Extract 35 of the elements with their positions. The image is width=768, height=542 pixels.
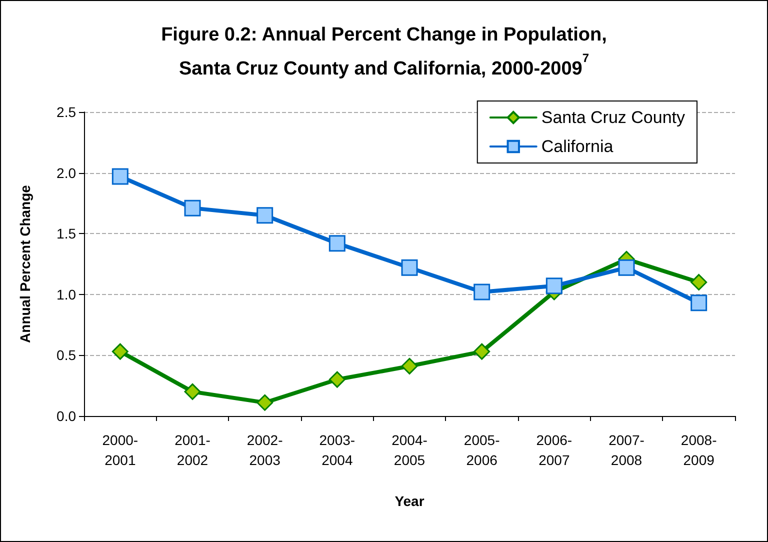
- x-tick-label: 2008-2009: [680, 432, 718, 468]
- x-tick-label: 2007-2008: [608, 432, 645, 468]
- point: [112, 343, 128, 360]
- point: [690, 274, 708, 290]
- y-tick-label: 0.0: [56, 408, 76, 424]
- y-tick-label: 1.5: [56, 226, 76, 242]
- point: [328, 371, 346, 388]
- point: [184, 200, 201, 216]
- point: [474, 284, 490, 300]
- x-tick-label: 2003-2004: [319, 432, 356, 468]
- x-tick-label: 2005-2006: [464, 432, 500, 468]
- x-tick-label: 2002-2003: [246, 432, 284, 468]
- legend-label: Santa Cruz County: [541, 108, 686, 127]
- y-tick-label: 0.5: [56, 347, 76, 364]
- legend-label: California: [541, 137, 614, 156]
- y-axis-title: Annual Percent Change: [17, 184, 33, 343]
- point: [474, 343, 490, 360]
- point: [618, 259, 635, 276]
- x-tick-label: 2004-2005: [392, 432, 428, 468]
- x-axis-title: Year: [394, 493, 425, 509]
- point: [256, 394, 274, 411]
- point: [328, 235, 346, 252]
- x-tick-label: 2000-2001: [102, 432, 138, 468]
- x-tick-label: 2001-2002: [174, 432, 211, 468]
- point: [401, 358, 418, 374]
- y-tick-label: 1.0: [56, 286, 76, 302]
- y-tick-label: 2.0: [56, 164, 76, 181]
- point: [401, 259, 418, 276]
- point: [256, 207, 274, 224]
- point: [184, 383, 201, 400]
- point: [546, 278, 562, 294]
- point: [690, 294, 708, 312]
- y-tick-label: 2.5: [56, 104, 76, 120]
- point: [112, 168, 128, 185]
- x-tick-label: 2006-2007: [536, 432, 572, 468]
